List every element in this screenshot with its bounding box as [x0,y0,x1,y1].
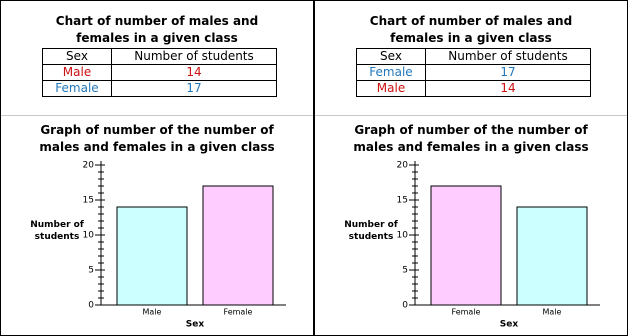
x-axis-label: Sex [186,320,205,330]
y-tick-label: 0 [402,301,408,311]
chart-title: Graph of number of the number of males a… [39,123,275,154]
y-tick-label: 10 [397,231,409,241]
y-axis-label: Number of students [30,220,84,242]
header-cell: Sex [356,48,426,65]
y-axis-label: Number of students [344,220,398,242]
y-tick-label: 20 [83,161,95,171]
y-tick-label: 20 [397,161,409,171]
cell: 14 [111,64,277,81]
panel: Male Female 0 5 10 15 20 Sex Chart of number of… [1,1,313,335]
cell: Female [42,80,112,97]
cell: 17 [111,80,277,97]
cell: Female [356,64,426,81]
chart: Male Female 0 5 10 15 20 Sex [83,161,286,330]
bar [516,206,588,306]
table: Sex Number of students Female 17 Male 14 [356,48,591,97]
table-title: Chart of number of males and females in … [55,14,259,45]
header-cell: Number of students [425,48,591,65]
cell: 17 [425,64,591,81]
x-tick-label: Female [452,308,481,317]
cell: 14 [425,80,591,97]
x-tick-label: Male [543,308,562,317]
separator [313,1,315,335]
cell: Male [42,64,112,81]
chart: Female Male 0 5 10 15 20 Sex [397,161,600,330]
y-tick-label: 5 [402,266,408,276]
y-tick-label: 0 [88,301,94,311]
bar [116,206,188,306]
divider [1,115,313,116]
bar [430,185,502,306]
y-tick-label: 5 [88,266,94,276]
y-tick-label: 10 [83,231,95,241]
y-tick-label: 15 [397,196,408,206]
bar [202,185,274,306]
x-tick-label: Female [224,308,253,317]
y-tick-label: 15 [83,196,94,206]
chart-title: Graph of number of the number of males a… [353,123,589,154]
table: Sex Number of students Male 14 Female 17 [42,48,277,97]
x-tick-label: Male [143,308,162,317]
header-cell: Sex [42,48,112,65]
panel: Female Male 0 5 10 15 20 Sex Chart of number of… [315,1,627,335]
table-title: Chart of number of males and females in … [369,14,573,45]
x-axis-label: Sex [500,320,519,330]
divider [315,115,627,116]
cell: Male [356,80,426,97]
header-cell: Number of students [111,48,277,65]
